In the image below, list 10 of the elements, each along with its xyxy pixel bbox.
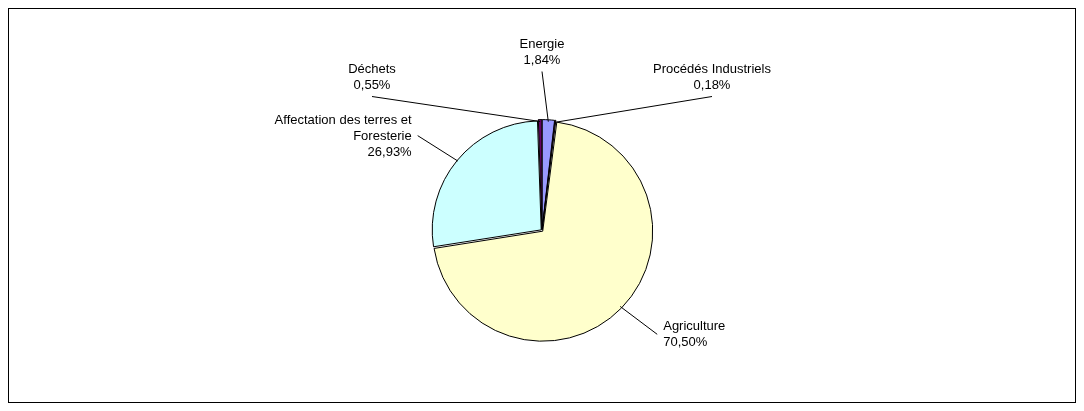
slice-label: Energie xyxy=(519,35,565,51)
data-label: 70,50% xyxy=(663,334,708,350)
data-label: 1,84% xyxy=(523,51,561,67)
slice-label: Affectation des terres et Foresterie xyxy=(274,111,413,143)
slice-label: Procédés Industriels xyxy=(653,60,772,76)
data-label: 0,55% xyxy=(353,76,391,92)
slice-label: Déchets xyxy=(348,60,397,76)
slice-label: Agriculture xyxy=(663,318,726,334)
data-label: 0,18% xyxy=(693,76,731,92)
data-label: 26,93% xyxy=(367,143,413,159)
